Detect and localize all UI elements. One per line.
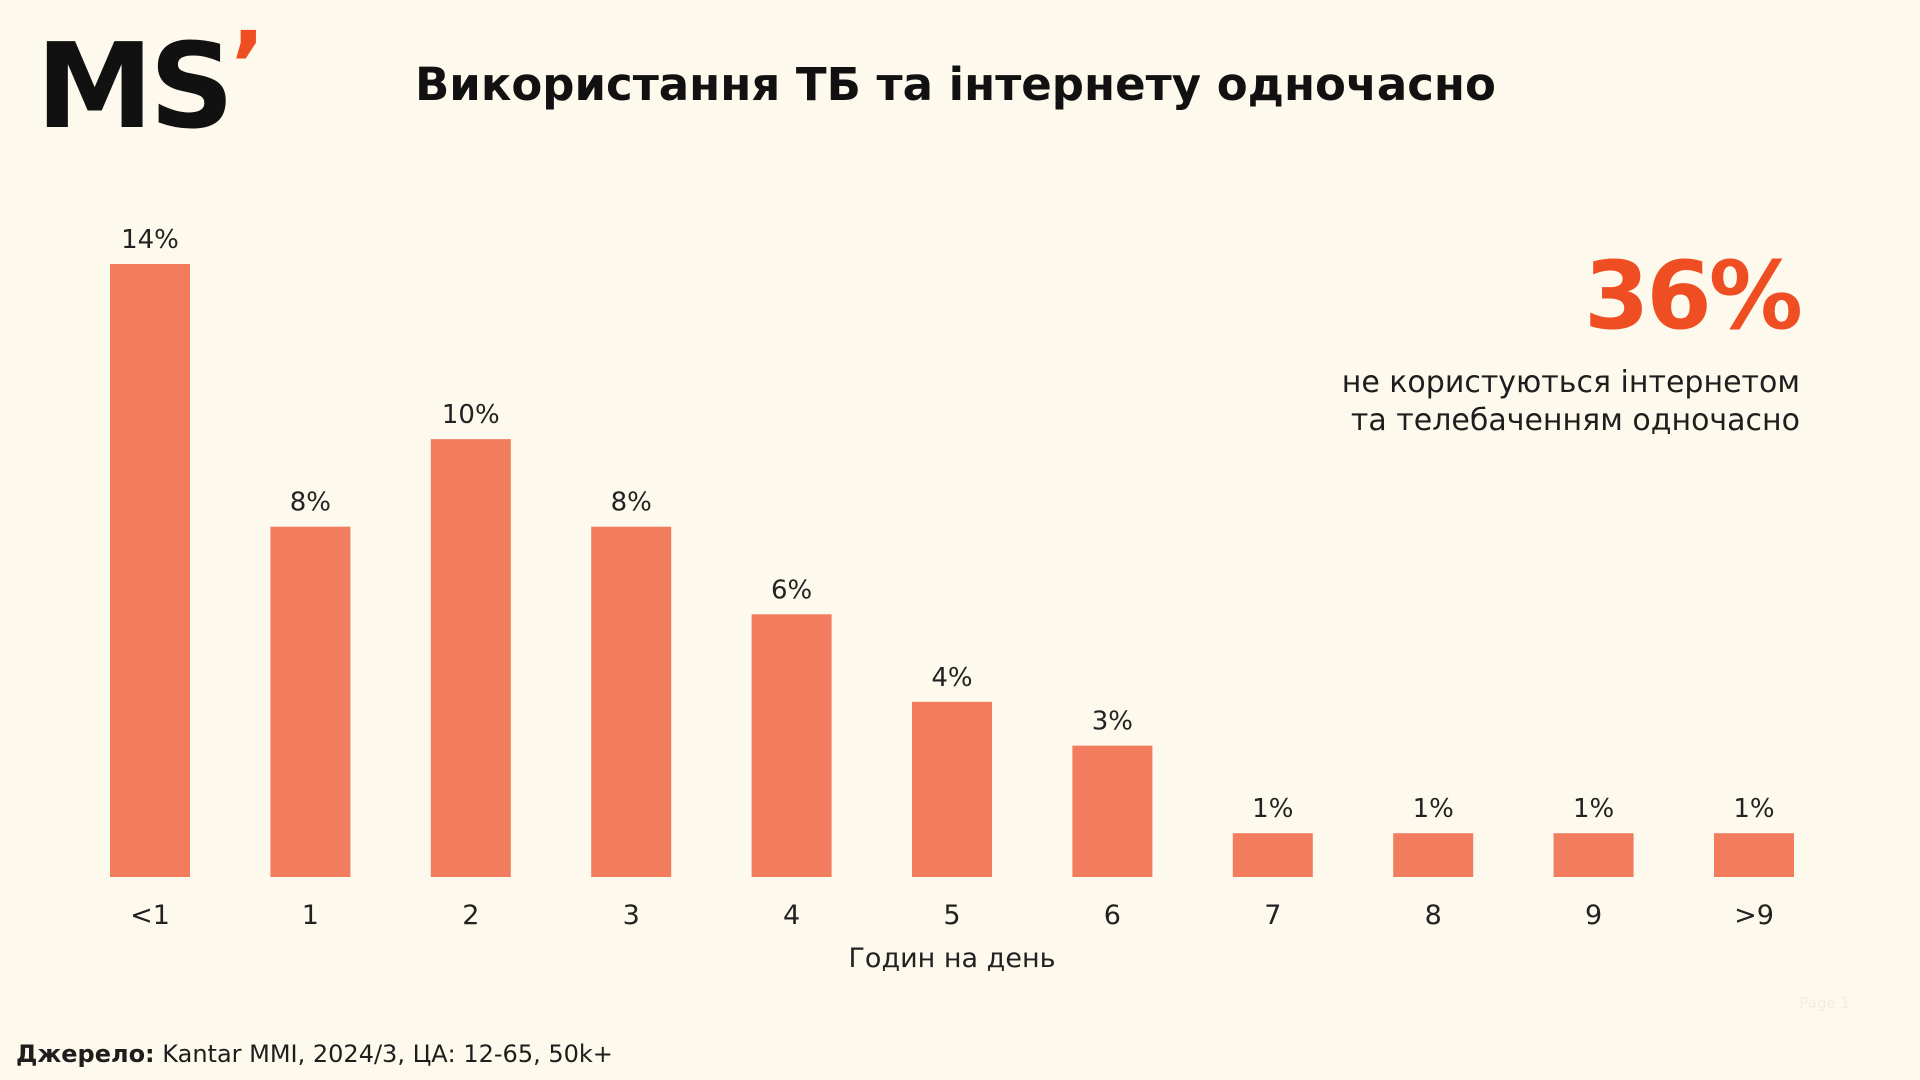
source-label: Джерело: bbox=[16, 1040, 155, 1068]
bar bbox=[110, 264, 190, 877]
data-label: 14% bbox=[121, 225, 179, 255]
x-tick-label: 9 bbox=[1585, 900, 1602, 931]
highlight-callout: 36% не користуються інтернетом та телеба… bbox=[1341, 242, 1803, 440]
highlight-caption: не користуються інтернетом та телебаченн… bbox=[1341, 365, 1800, 438]
bar bbox=[1714, 833, 1794, 877]
x-tick-label: 4 bbox=[783, 900, 800, 931]
highlight-value: 36% bbox=[1584, 242, 1803, 351]
ms-logo: MS’ bbox=[36, 20, 265, 146]
logo-text: MS bbox=[36, 17, 234, 155]
bar bbox=[1072, 745, 1153, 877]
data-label: 1% bbox=[1413, 794, 1454, 824]
x-tick-label: >9 bbox=[1734, 900, 1774, 931]
bar bbox=[591, 526, 672, 877]
x-tick-label: 5 bbox=[943, 900, 960, 931]
data-label: 1% bbox=[1252, 794, 1293, 824]
bar bbox=[751, 614, 832, 877]
x-tick-label: 8 bbox=[1425, 900, 1442, 931]
data-label: 1% bbox=[1573, 794, 1614, 824]
bar bbox=[1393, 833, 1474, 877]
data-label: 1% bbox=[1733, 794, 1774, 824]
x-tick-label: 3 bbox=[623, 900, 640, 931]
data-label: 8% bbox=[611, 488, 652, 518]
x-axis-label: Годин на день bbox=[848, 943, 1055, 974]
x-tick-label: 1 bbox=[302, 900, 319, 931]
x-tick-label: <1 bbox=[130, 900, 170, 931]
bar bbox=[912, 701, 992, 877]
page-title: Використання ТБ та інтернету одночасно bbox=[415, 58, 1496, 111]
data-label: 3% bbox=[1092, 707, 1133, 737]
source-note: Джерело: Kantar MMI, 2024/3, ЦА: 12-65, … bbox=[16, 1040, 613, 1068]
data-label: 6% bbox=[771, 575, 812, 605]
bar bbox=[430, 439, 511, 877]
bar bbox=[1232, 833, 1313, 877]
logo-accent: ’ bbox=[230, 12, 265, 119]
data-label: 10% bbox=[442, 400, 500, 430]
bar bbox=[270, 526, 351, 877]
data-label: 8% bbox=[290, 488, 331, 518]
page-mark: Page 1 bbox=[1799, 994, 1850, 1012]
x-tick-label: 7 bbox=[1264, 900, 1281, 931]
bar bbox=[1553, 833, 1634, 877]
bar-chart: 14% <1 8% 1 10% 2 8% 3 6% 4 4% 5 3% 6 1% 7 1% 8 1% 9 1% >9 Год… bbox=[110, 225, 1794, 974]
source-text: Kantar MMI, 2024/3, ЦА: 12-65, 50k+ bbox=[162, 1040, 613, 1068]
data-label: 4% bbox=[931, 663, 972, 693]
x-tick-label: 6 bbox=[1104, 900, 1121, 931]
x-tick-label: 2 bbox=[462, 900, 479, 931]
